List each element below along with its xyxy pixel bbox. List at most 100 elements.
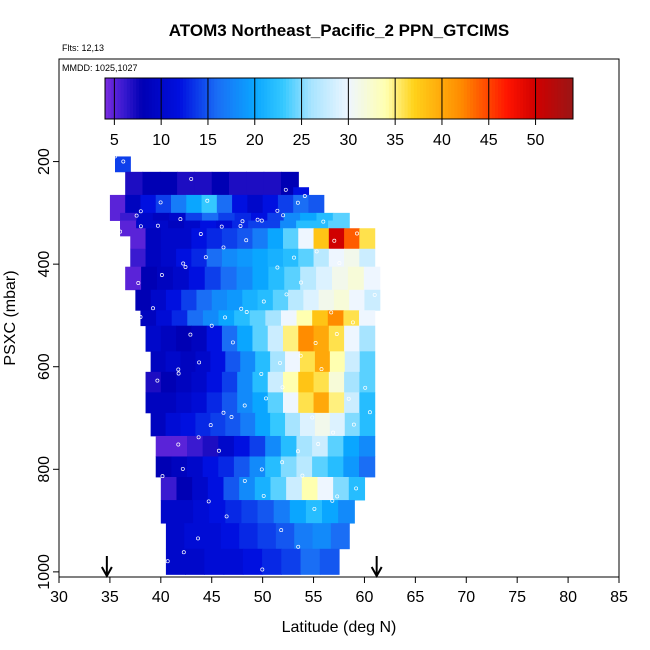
colorbar-segment bbox=[360, 78, 365, 119]
heatmap-cell bbox=[359, 392, 376, 414]
sample-point bbox=[221, 410, 226, 415]
heatmap-cell bbox=[280, 435, 298, 457]
heatmap-cell bbox=[343, 310, 360, 327]
sample-point bbox=[198, 232, 203, 236]
sample-point bbox=[158, 200, 163, 205]
heatmap-cell bbox=[267, 228, 284, 250]
sample-point bbox=[238, 224, 243, 228]
heatmap-cell bbox=[344, 371, 360, 393]
heatmap-cell bbox=[240, 351, 256, 373]
colorbar-segment bbox=[326, 78, 331, 119]
sample-point bbox=[208, 423, 213, 428]
colorbar-segment bbox=[482, 78, 487, 119]
heatmap-cell bbox=[298, 228, 315, 250]
heatmap-cell bbox=[296, 435, 313, 457]
colorbar-segment bbox=[470, 78, 474, 119]
heatmap-cell bbox=[329, 351, 346, 373]
sample-point bbox=[351, 422, 356, 427]
sample-point bbox=[367, 410, 372, 415]
heatmap-cell bbox=[145, 371, 162, 393]
heatmap-cell bbox=[206, 325, 223, 352]
colorbar-segment bbox=[151, 78, 156, 119]
x-axis-label: Latitude (deg N) bbox=[282, 619, 397, 636]
colorbar-segment bbox=[495, 78, 499, 119]
heatmap-cell bbox=[160, 228, 177, 250]
sample-point bbox=[197, 360, 202, 365]
heatmap-cell bbox=[359, 325, 376, 352]
heatmap-cell bbox=[255, 412, 271, 437]
colorbar-segment bbox=[220, 78, 225, 119]
heatmap-cell bbox=[249, 310, 266, 327]
colorbar-segment bbox=[429, 78, 434, 119]
heatmap-cell bbox=[233, 456, 251, 478]
heatmap-cell bbox=[262, 548, 282, 575]
heatmap-cell bbox=[296, 310, 313, 327]
sample-point bbox=[196, 536, 200, 541]
heatmap-cell bbox=[176, 476, 193, 501]
heatmap-cell bbox=[270, 351, 286, 373]
heatmap-cell bbox=[363, 266, 381, 291]
colorbar-tick-label: 50 bbox=[527, 132, 545, 149]
heatmap-cell bbox=[267, 371, 284, 393]
heatmap-cell bbox=[187, 435, 204, 457]
heatmap-cell bbox=[298, 248, 315, 268]
heatmap-cell bbox=[359, 310, 376, 327]
heatmap-cell bbox=[191, 392, 208, 414]
sample-point bbox=[296, 544, 301, 549]
heatmap-cell bbox=[329, 412, 346, 437]
colorbar-segment bbox=[108, 78, 112, 119]
heatmap-cell bbox=[187, 456, 204, 478]
heatmap-cell bbox=[234, 310, 251, 327]
colorbar-segment bbox=[548, 78, 552, 119]
colorbar-segment bbox=[248, 78, 253, 119]
colorbar-segment bbox=[245, 78, 250, 119]
colorbar-segment bbox=[314, 78, 318, 119]
heatmap-cell bbox=[328, 248, 345, 268]
heatmap-cell bbox=[283, 371, 299, 393]
colorbar-segment bbox=[420, 78, 424, 119]
colorbar-segment bbox=[264, 78, 268, 119]
x-tick-label: 35 bbox=[101, 589, 119, 606]
heatmap-cell bbox=[328, 371, 345, 393]
heatmap-cell bbox=[286, 476, 303, 501]
colorbar-segment bbox=[376, 78, 381, 119]
colorbar-segment bbox=[329, 78, 334, 119]
heatmap-cell bbox=[206, 248, 223, 268]
sample-point bbox=[346, 396, 351, 401]
colorbar-segment bbox=[192, 78, 196, 119]
colorbar-segment bbox=[301, 78, 306, 119]
colorbar-segment bbox=[232, 78, 237, 119]
colorbar-segment bbox=[476, 78, 480, 119]
colorbar-segment bbox=[211, 78, 215, 119]
heatmap-cell bbox=[221, 228, 238, 250]
colorbar-segment bbox=[339, 78, 343, 119]
heatmap-cell bbox=[115, 156, 131, 173]
sample-point bbox=[224, 514, 229, 519]
sample-point bbox=[275, 265, 280, 270]
x-axis: 30 35 40 45 50 55 60 65 70 75 80 85 bbox=[50, 577, 628, 606]
heatmap-cell bbox=[328, 228, 345, 250]
colorbar-segment bbox=[348, 78, 352, 119]
y-axis: 200 400 600 800 1000 bbox=[36, 148, 59, 590]
heatmap-cell bbox=[160, 500, 178, 524]
heatmap-cell bbox=[364, 289, 381, 311]
sample-point bbox=[259, 218, 264, 223]
colorbar-segment bbox=[295, 78, 299, 119]
colorbar-segment bbox=[161, 78, 165, 119]
sample-point bbox=[219, 224, 224, 229]
sample-point bbox=[242, 403, 247, 408]
sample-point bbox=[165, 559, 170, 564]
colorbar-tick-label: 25 bbox=[293, 132, 311, 149]
colorbar-segment bbox=[179, 78, 184, 119]
colorbar-segment bbox=[488, 78, 493, 119]
sample-point bbox=[295, 449, 300, 454]
colorbar-segment bbox=[257, 78, 262, 119]
sample-point bbox=[244, 238, 249, 243]
heatmap-cell bbox=[359, 412, 376, 437]
sample-point bbox=[275, 208, 280, 213]
colorbar-segment bbox=[204, 78, 209, 119]
sample-point bbox=[321, 219, 326, 224]
colorbar-segment bbox=[167, 78, 172, 119]
heatmap-cell bbox=[165, 289, 182, 311]
colorbar-segment bbox=[154, 78, 159, 119]
